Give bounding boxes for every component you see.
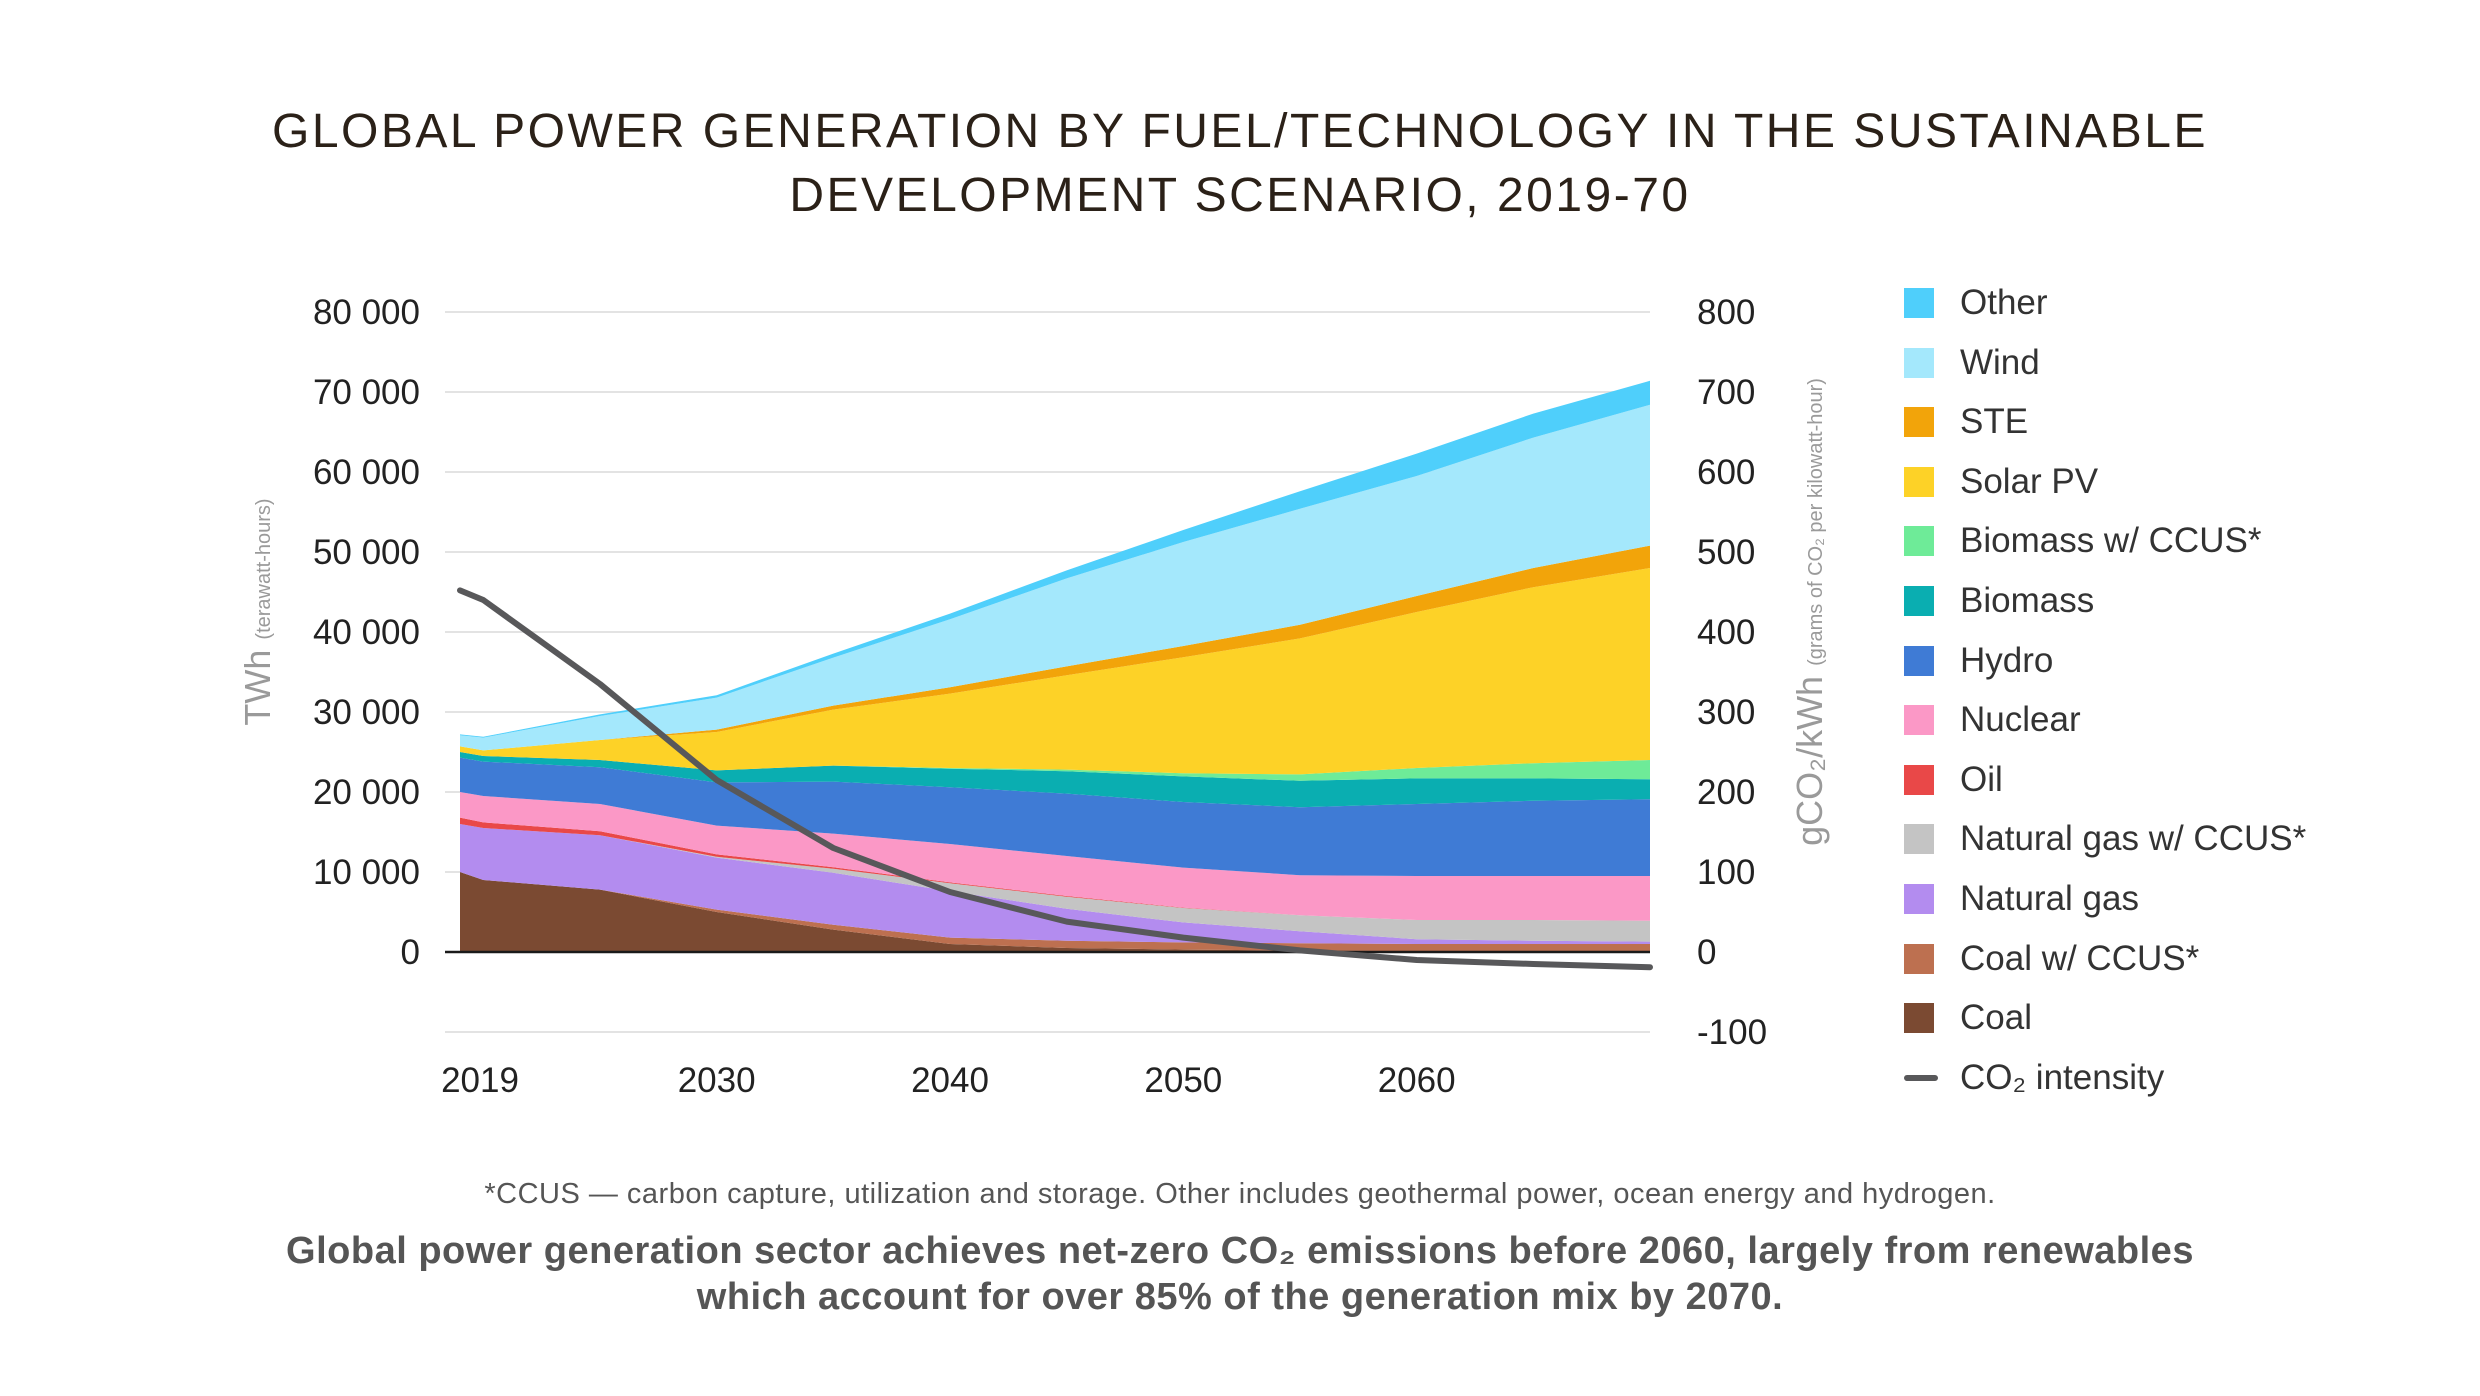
y-tick-label: 0 bbox=[401, 933, 420, 972]
x-tick-label: 2040 bbox=[911, 1061, 989, 1100]
y2-axis-title-main: gCO₂/kWh bbox=[1789, 666, 1830, 846]
legend-line-swatch bbox=[1904, 1074, 1938, 1081]
legend-label: Biomass bbox=[1960, 581, 2095, 620]
legend-label: Natural gas bbox=[1960, 879, 2139, 918]
y2-tick-label: 200 bbox=[1697, 773, 1755, 812]
chart-title: GLOBAL POWER GENERATION BY FUEL/TECHNOLO… bbox=[0, 100, 2480, 228]
chart-title-line1: GLOBAL POWER GENERATION BY FUEL/TECHNOLO… bbox=[271, 105, 2209, 158]
legend-label: Coal w/ CCUS* bbox=[1960, 938, 2200, 978]
legend-item-hydro: Hydro bbox=[1904, 641, 2424, 681]
legend-swatch bbox=[1904, 407, 1934, 438]
legend-item-ste: STE bbox=[1904, 402, 2424, 442]
legend-label: Wind bbox=[1960, 342, 2040, 382]
x-tick-label: 2019 bbox=[441, 1061, 519, 1100]
legend-swatch bbox=[1904, 586, 1934, 616]
legend-label: Nuclear bbox=[1960, 700, 2081, 740]
y2-tick-label: 300 bbox=[1697, 693, 1755, 732]
legend-item-other: Other bbox=[1904, 283, 2424, 323]
legend-swatch bbox=[1904, 526, 1934, 557]
area-natural-gas bbox=[460, 824, 1650, 944]
y-axis-title: TWh (terawatt-hours) bbox=[237, 498, 278, 725]
legend-swatch bbox=[1904, 645, 1934, 676]
legend-item-nuclear: Nuclear bbox=[1904, 700, 2424, 740]
y2-tick-label: 600 bbox=[1697, 453, 1755, 492]
area-natural-gas-w-ccus bbox=[460, 824, 1650, 942]
caption-line1: Global power generation sector achieves … bbox=[286, 1230, 2194, 1272]
y-tick-label: 50 000 bbox=[313, 533, 420, 572]
legend-swatch bbox=[1904, 764, 1934, 795]
chart-canvas: 0 10 000 20 000 30 000 40 000 50 000 60 000 70 … bbox=[237, 293, 1830, 1100]
area-wind bbox=[460, 404, 1650, 751]
legend-label: Coal bbox=[1960, 998, 2032, 1038]
legend-swatch bbox=[1904, 288, 1934, 318]
y2-tick-label: 700 bbox=[1697, 373, 1755, 412]
co2-intensity-line-group bbox=[457, 587, 1653, 971]
legend-item-biomass: Biomass bbox=[1904, 581, 2424, 621]
y-axis-title-sub: (terawatt-hours) bbox=[253, 498, 275, 639]
legend-swatch bbox=[1904, 1003, 1934, 1034]
y-tick-label: 20 000 bbox=[313, 773, 420, 812]
legend-item-solar-pv: Solar PV bbox=[1904, 462, 2424, 502]
co2-intensity-line bbox=[457, 587, 1653, 971]
legend-item-biomass-w-ccus: Biomass w/ CCUS* bbox=[1904, 521, 2424, 561]
y2-tick-label: 100 bbox=[1697, 853, 1755, 892]
x-tick-label: 2030 bbox=[678, 1061, 756, 1100]
legend-item-co2-intensity: CO₂ intensity bbox=[1904, 1058, 2424, 1098]
legend-item-coal-w-ccus: Coal w/ CCUS* bbox=[1904, 939, 2424, 979]
area-biomass bbox=[460, 752, 1650, 808]
y2-tick-label: 400 bbox=[1697, 613, 1755, 652]
legend-item-natural-gas: Natural gas bbox=[1904, 879, 2424, 919]
legend-swatch bbox=[1904, 884, 1934, 914]
legend-swatch bbox=[1904, 347, 1934, 378]
y2-axis-title: gCO₂/kWh (grams of CO₂ per kilowatt-hour… bbox=[1789, 378, 1830, 846]
legend-label: Natural gas w/ CCUS* bbox=[1960, 819, 2307, 859]
y2-tick-label: 500 bbox=[1697, 533, 1755, 572]
area-solar-pv bbox=[460, 568, 1650, 775]
legend-swatch bbox=[1904, 943, 1934, 974]
y-tick-label: 80 000 bbox=[313, 293, 420, 332]
y-tick-label: 10 000 bbox=[313, 853, 420, 892]
footnote: *CCUS — carbon capture, utilization and … bbox=[484, 1178, 1996, 1210]
legend-item-oil: Oil bbox=[1904, 760, 2424, 800]
y2-tick-label: 800 bbox=[1697, 293, 1755, 332]
area-hydro bbox=[460, 757, 1650, 876]
y-axis-title-main: TWh bbox=[237, 640, 278, 726]
caption-line2: which account for over 85% of the genera… bbox=[696, 1276, 1784, 1318]
legend-label: Other bbox=[1960, 283, 2048, 322]
legend-item-coal: Coal bbox=[1904, 998, 2424, 1038]
caption: Global power generation sector achieves … bbox=[0, 1228, 2480, 1320]
legend-label: Oil bbox=[1960, 759, 2003, 799]
y2-tick-label: -100 bbox=[1697, 1013, 1767, 1052]
legend-item-natural-gas-w-ccus: Natural gas w/ CCUS* bbox=[1904, 819, 2424, 859]
y-tick-label: 70 000 bbox=[313, 373, 420, 412]
y-tick-label: 30 000 bbox=[313, 693, 420, 732]
legend-label: STE bbox=[1960, 402, 2029, 442]
legend-swatch bbox=[1904, 466, 1934, 497]
area-coal bbox=[460, 872, 1650, 952]
y-tick-label: 60 000 bbox=[313, 453, 420, 492]
y2-tick-label: 0 bbox=[1697, 933, 1716, 972]
legend-item-wind: Wind bbox=[1904, 343, 2424, 383]
x-tick-label: 2060 bbox=[1378, 1061, 1456, 1100]
stacked-areas bbox=[460, 380, 1650, 952]
chart-title-line2: DEVELOPMENT SCENARIO, 2019-70 bbox=[789, 169, 1691, 222]
legend-label: CO₂ intensity bbox=[1960, 1057, 2165, 1097]
y-tick-label: 40 000 bbox=[313, 613, 420, 652]
area-other bbox=[460, 380, 1650, 738]
area-biomass-w-ccus bbox=[460, 752, 1650, 781]
y2-axis-title-sub: (grams of CO₂ per kilowatt-hour) bbox=[1805, 378, 1827, 666]
legend-label: Hydro bbox=[1960, 640, 2054, 680]
area-nuclear bbox=[460, 792, 1650, 921]
legend-swatch bbox=[1904, 824, 1934, 855]
legend-label: Biomass w/ CCUS* bbox=[1960, 521, 2262, 561]
legend-swatch bbox=[1904, 705, 1934, 736]
axis-labels: 0 10 000 20 000 30 000 40 000 50 000 60 000 70 … bbox=[237, 293, 1830, 1100]
x-tick-label: 2050 bbox=[1144, 1061, 1222, 1100]
legend-label: Solar PV bbox=[1960, 461, 2099, 501]
